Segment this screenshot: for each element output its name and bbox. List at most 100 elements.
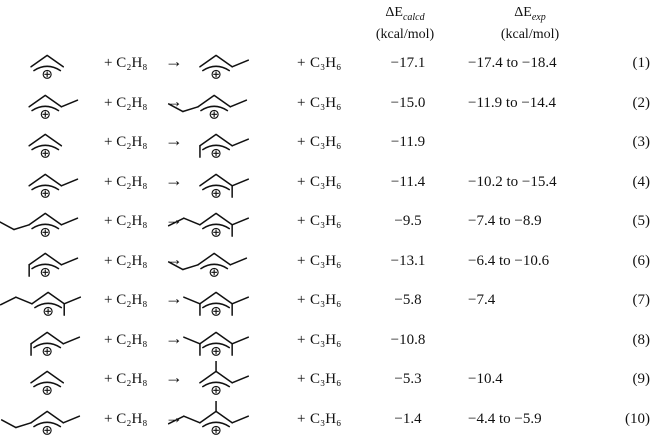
reactant-structure — [28, 252, 79, 277]
reactant-structure — [28, 94, 79, 119]
reaction-row: + C₂H₈ → + C₃H₆ −5.3 −10.4 (9) — [0, 361, 651, 397]
delta-e-exp: −10.2 to −15.4 — [468, 173, 557, 190]
product-plus: + — [297, 173, 306, 190]
reaction-arrow: → — [165, 367, 183, 387]
reactant-structure — [30, 331, 81, 356]
reagent-text: + C₂H₈ — [104, 94, 148, 111]
equation-number: (6) — [632, 252, 651, 269]
reagent-text: + C₂H₈ — [104, 252, 148, 269]
product-structure — [167, 212, 250, 237]
product-structure — [199, 133, 250, 158]
product-byproduct: C₃H₆ — [310, 213, 342, 229]
product-byproduct: C₃H₆ — [310, 252, 342, 269]
reaction-row: + C₂H₈ → + C₃H₆ −11.9 (3) — [0, 124, 651, 160]
reaction-row: + C₂H₈ → + C₃H₆ −15.0 −11.9 to −14.4 (2) — [0, 85, 651, 121]
delta-e-exp: −6.4 to −10.6 — [468, 252, 550, 269]
reagent-text: + C₂H₈ — [104, 134, 148, 150]
header-exp-unit: (kcal/mol) — [500, 26, 560, 42]
header-calcd-sub: calcd — [402, 11, 425, 23]
header-exp-symbol: ΔE — [514, 5, 532, 20]
equation-number: (2) — [632, 94, 651, 111]
header-delta-e-exp: ΔEexp (kcal/mol) — [470, 4, 590, 43]
reaction-row: + C₂H₈ → + C₃H₆ −9.5 −7.4 to −8.9 (5) — [0, 203, 651, 239]
product-structure — [183, 291, 250, 316]
reaction-arrow: → — [165, 209, 183, 229]
product-byproduct: C₃H₆ — [310, 55, 342, 71]
reaction-arrow: → — [165, 327, 183, 348]
delta-e-calcd: −9.5 — [394, 213, 422, 229]
product-byproduct: C₃H₆ — [310, 371, 342, 387]
reactant-structure — [0, 212, 79, 237]
equation-number: (3) — [632, 134, 651, 150]
delta-e-calcd: −5.3 — [394, 371, 422, 387]
equation-number: (7) — [632, 292, 651, 308]
product-plus: + — [297, 371, 306, 387]
equation-number: (9) — [632, 371, 651, 387]
reactant-structure — [0, 410, 81, 435]
delta-e-exp: −11.9 to −14.4 — [468, 94, 557, 111]
reaction-row: + C₂H₈ → + C₃H₆ −13.1 −6.4 to −10.6 (6) — [0, 243, 651, 279]
reactant-structure — [30, 54, 65, 79]
delta-e-exp: −7.4 — [468, 292, 496, 308]
reaction-row: + C₂H₈ → + C₃H₆ −11.4 −10.2 to −15.4 (4) — [0, 164, 651, 200]
equation-number: (10) — [625, 410, 650, 427]
reaction-arrow: → — [165, 130, 183, 150]
header-delta-e-calcd: ΔEcalcd (kcal/mol) — [365, 4, 445, 43]
reaction-arrow: → — [165, 169, 183, 190]
delta-e-calcd: −10.8 — [390, 331, 426, 348]
equation-number: (8) — [632, 331, 651, 348]
product-structure — [199, 54, 250, 79]
reaction-row: + C₂H₈ → + C₃H₆ −1.4 −4.4 to −5.9 (10) — [0, 400, 651, 437]
product-plus: + — [297, 252, 306, 269]
reagent-text: + C₂H₈ — [104, 410, 148, 427]
product-structure — [167, 400, 250, 435]
table-header: ΔEcalcd (kcal/mol) ΔEexp (kcal/mol) — [0, 4, 651, 44]
delta-e-exp: −4.4 to −5.9 — [468, 410, 542, 427]
reaction-arrow: → — [165, 288, 183, 308]
reagent-text: + C₂H₈ — [104, 173, 148, 190]
reaction-row: + C₂H₈ → + C₃H₆ −17.1 −17.4 to −18.4 (1) — [0, 45, 651, 81]
delta-e-calcd: −17.1 — [390, 55, 426, 71]
product-byproduct: C₃H₆ — [310, 173, 342, 190]
product-structure — [167, 252, 248, 277]
product-byproduct: C₃H₆ — [310, 94, 342, 111]
reactant-structure — [28, 133, 63, 158]
reagent-text: + C₂H₈ — [104, 371, 148, 387]
reaction-arrow: → — [165, 90, 183, 111]
equation-number: (5) — [632, 213, 651, 229]
product-plus: + — [297, 94, 306, 111]
header-calcd-symbol: ΔE — [385, 5, 403, 20]
reaction-arrow: → — [165, 406, 183, 427]
equation-number: (4) — [632, 173, 651, 190]
product-plus: + — [297, 410, 306, 427]
equation-number: (1) — [632, 55, 651, 71]
delta-e-exp: −17.4 to −18.4 — [468, 55, 557, 71]
delta-e-calcd: −13.1 — [390, 252, 426, 269]
product-structure — [167, 94, 248, 119]
delta-e-exp: −7.4 to −8.9 — [468, 213, 542, 229]
product-plus: + — [297, 134, 306, 150]
product-structure — [183, 331, 250, 356]
delta-e-calcd: −11.4 — [390, 173, 426, 190]
reaction-arrow: → — [165, 51, 183, 71]
product-byproduct: C₃H₆ — [310, 292, 342, 308]
reagent-text: + C₂H₈ — [104, 213, 148, 229]
delta-e-calcd: −1.4 — [394, 410, 422, 427]
reaction-row: + C₂H₈ → + C₃H₆ −5.8 −7.4 (7) — [0, 282, 651, 318]
reactant-structure — [28, 173, 79, 198]
product-structure — [199, 173, 250, 198]
product-byproduct: C₃H₆ — [310, 134, 342, 150]
reagent-text: + C₂H₈ — [104, 331, 148, 348]
delta-e-exp: −10.4 — [468, 371, 503, 387]
reaction-arrow: → — [165, 248, 183, 269]
header-exp-sub: exp — [531, 11, 546, 23]
product-plus: + — [297, 55, 306, 71]
product-byproduct: C₃H₆ — [310, 410, 342, 427]
reagent-text: + C₂H₈ — [104, 55, 148, 71]
delta-e-calcd: −5.8 — [394, 292, 422, 308]
product-byproduct: C₃H₆ — [310, 331, 342, 348]
product-structure — [199, 361, 250, 395]
reactant-structure — [30, 370, 65, 395]
reactant-structure — [0, 291, 82, 316]
reagent-text: + C₂H₈ — [104, 292, 148, 308]
